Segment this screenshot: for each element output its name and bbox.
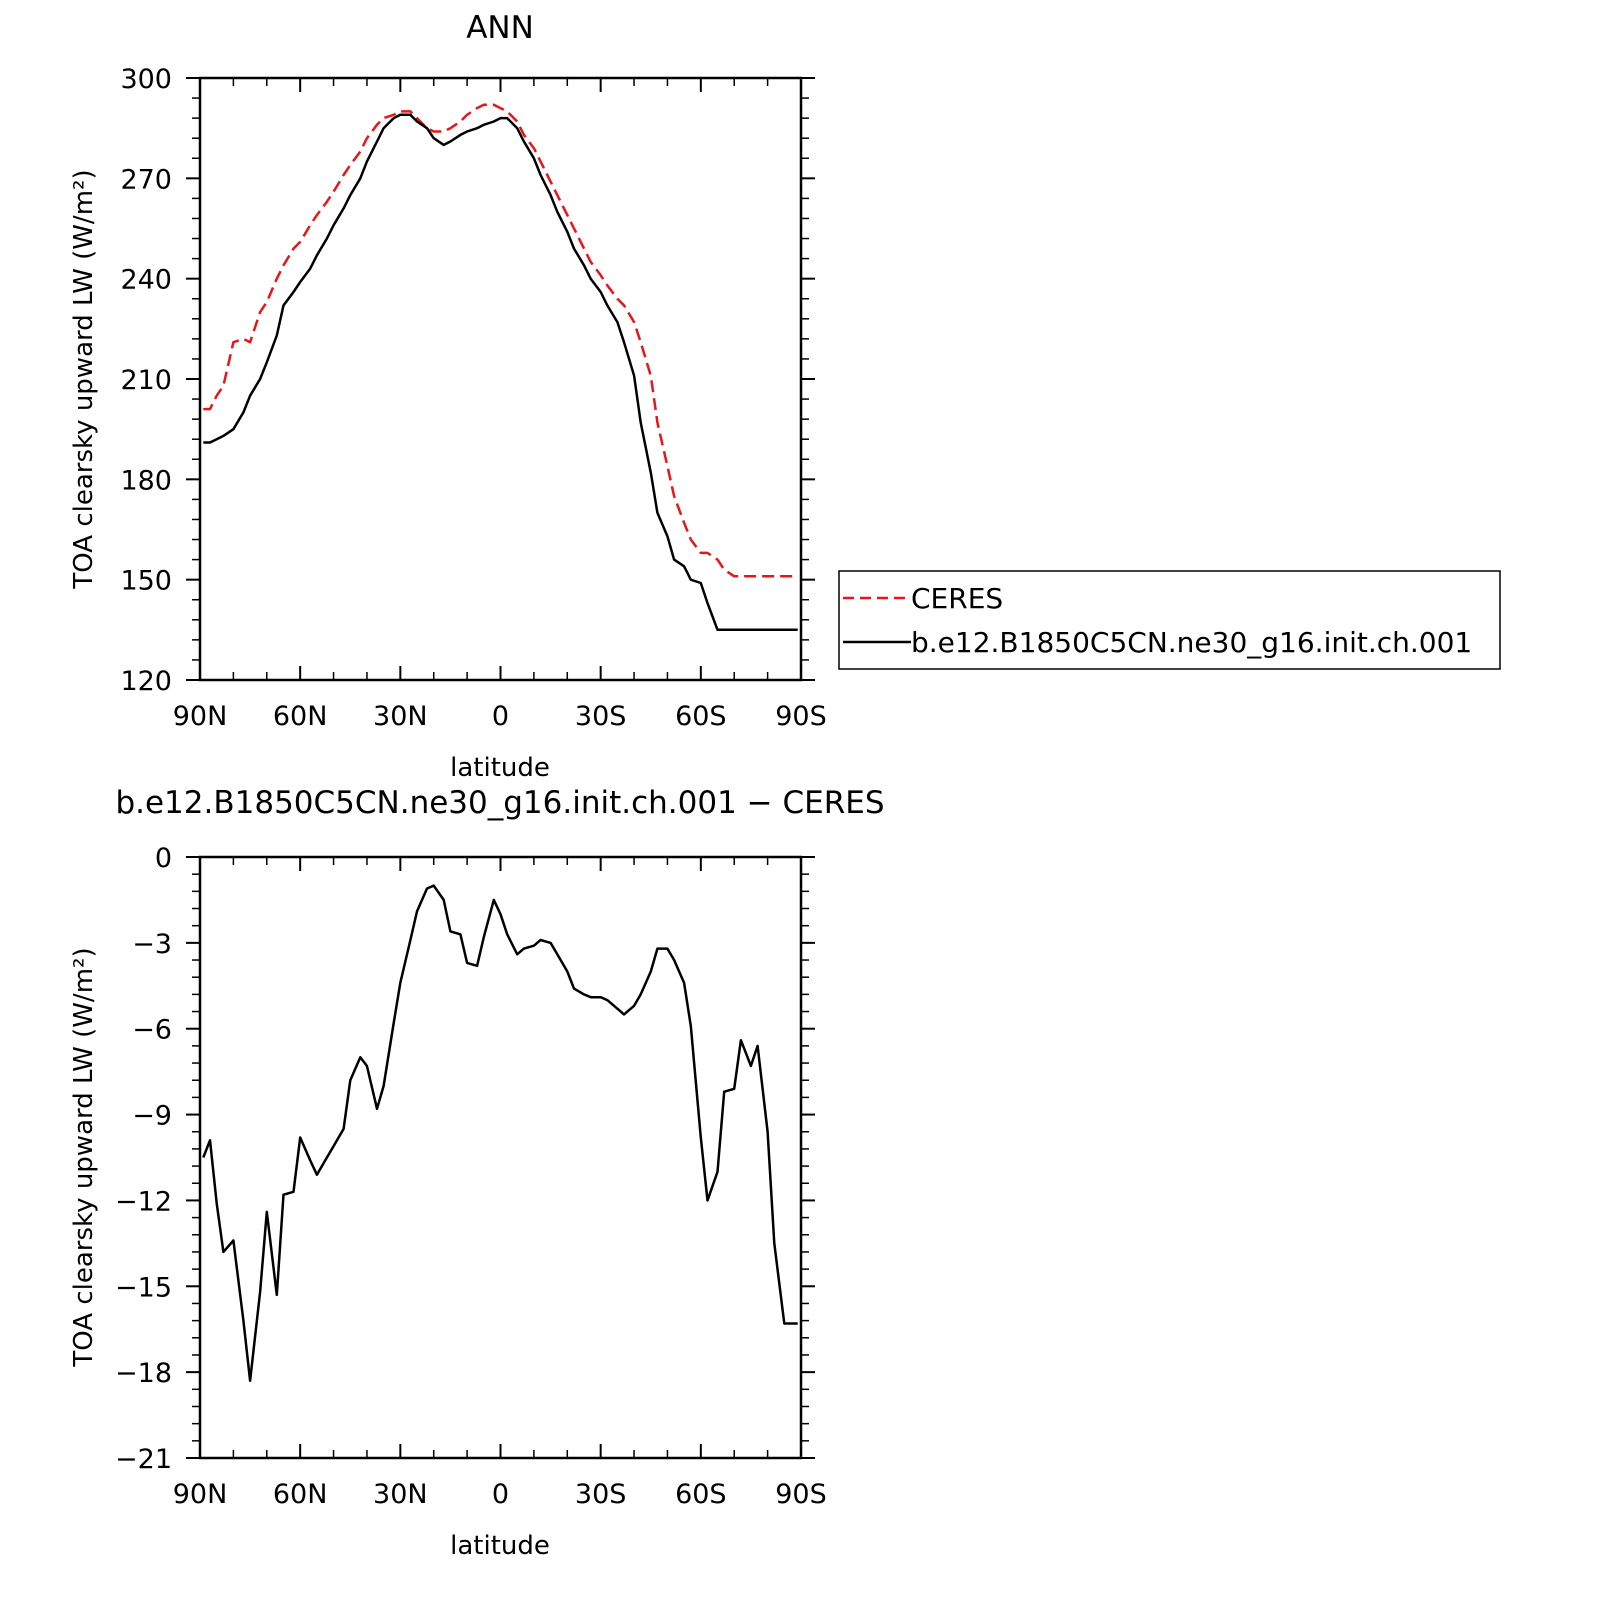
chart-top-series-line-1 [203,113,798,632]
chart-bottom-ylabel: TOA clearsky upward LW (W/m²) [69,947,99,1367]
chart-top-ytick-label-6: 300 [120,64,172,95]
chart-bottom-tick-labels: 90N 60N 30N 0 30S 60S 90S 0 −3 −6 −9 −12 −15 −18 −21 [115,843,827,1510]
chart-top-ytick-label-0: 120 [120,666,172,697]
chart-top-ytick-label-5: 270 [120,164,172,195]
chart-top-xtick-label-4: 30S [575,701,627,732]
chart-bottom-ytick-label-1: −3 [132,929,172,960]
legend-box [838,570,1501,670]
chart-bottom-ytick-label-2: −6 [132,1015,172,1046]
chart-bottom-series [202,884,798,1382]
chart-bottom-ticks [186,856,815,1459]
chart-bottom-xtick-label-5: 60S [675,1479,727,1510]
chart-top-ytick-label-4: 240 [120,265,172,296]
chart-bottom-ytick-label-3: −9 [132,1101,172,1132]
chart-top-xtick-label-6: 90S [775,701,827,732]
chart-top-ticks [186,77,815,681]
chart-bottom-xtick-label-1: 60N [273,1479,328,1510]
chart-top-ylabel: TOA clearsky upward LW (W/m²) [69,169,99,589]
chart-top-xtick-label-0: 90N [173,701,228,732]
chart-top-title: ANN [466,10,534,46]
chart-bottom-ytick-label-6: −18 [115,1358,172,1389]
chart-top-frame [198,76,803,682]
chart-bottom-xtick-label-4: 30S [575,1479,627,1510]
chart-top-xtick-label-2: 30N [373,701,428,732]
chart-bottom-xtick-label-0: 90N [173,1479,228,1510]
chart-top-ytick-label-2: 180 [120,465,172,496]
chart-bottom-ytick-label-5: −15 [115,1272,172,1303]
chart-bottom: b.e12.B1850C5CN.ne30_g16.init.ch.001 − C… [69,785,885,1561]
chart-bottom-frame [198,855,803,1460]
chart-bottom-series-line-0 [202,884,798,1382]
chart-top-xlabel: latitude [450,753,550,783]
chart-top-ytick-label-1: 150 [120,566,172,597]
chart-bottom-xtick-label-6: 90S [775,1479,827,1510]
chart-top: ANN 90N 60N 30N 0 30S 60S 90S 120 150 180 210 240 27… [69,10,827,783]
chart-top-xtick-label-5: 60S [675,701,727,732]
chart-bottom-ytick-label-7: −21 [115,1444,172,1475]
chart-top-ytick-label-3: 210 [120,365,172,396]
chart-top-tick-labels: 90N 60N 30N 0 30S 60S 90S 120 150 180 210 240 270 300 [120,64,826,732]
chart-top-series [203,103,798,632]
legend: CERES b.e12.B1850C5CN.ne30_g16.init.ch.0… [838,570,1501,670]
chart-bottom-ytick-label-4: −12 [115,1186,172,1217]
legend-ceres-label: CERES [911,582,1003,615]
legend-model-label: b.e12.B1850C5CN.ne30_g16.init.ch.001 [911,626,1472,659]
chart-bottom-xtick-label-3: 0 [492,1479,509,1510]
chart-bottom-xtick-label-2: 30N [373,1479,428,1510]
chart-bottom-title: b.e12.B1850C5CN.ne30_g16.init.ch.001 − C… [115,785,884,821]
chart-top-series-line-0 [203,103,798,578]
chart-bottom-xlabel: latitude [450,1531,550,1561]
chart-top-xtick-label-1: 60N [273,701,328,732]
chart-bottom-ytick-label-0: 0 [155,843,172,874]
chart-top-xtick-label-3: 0 [492,701,509,732]
